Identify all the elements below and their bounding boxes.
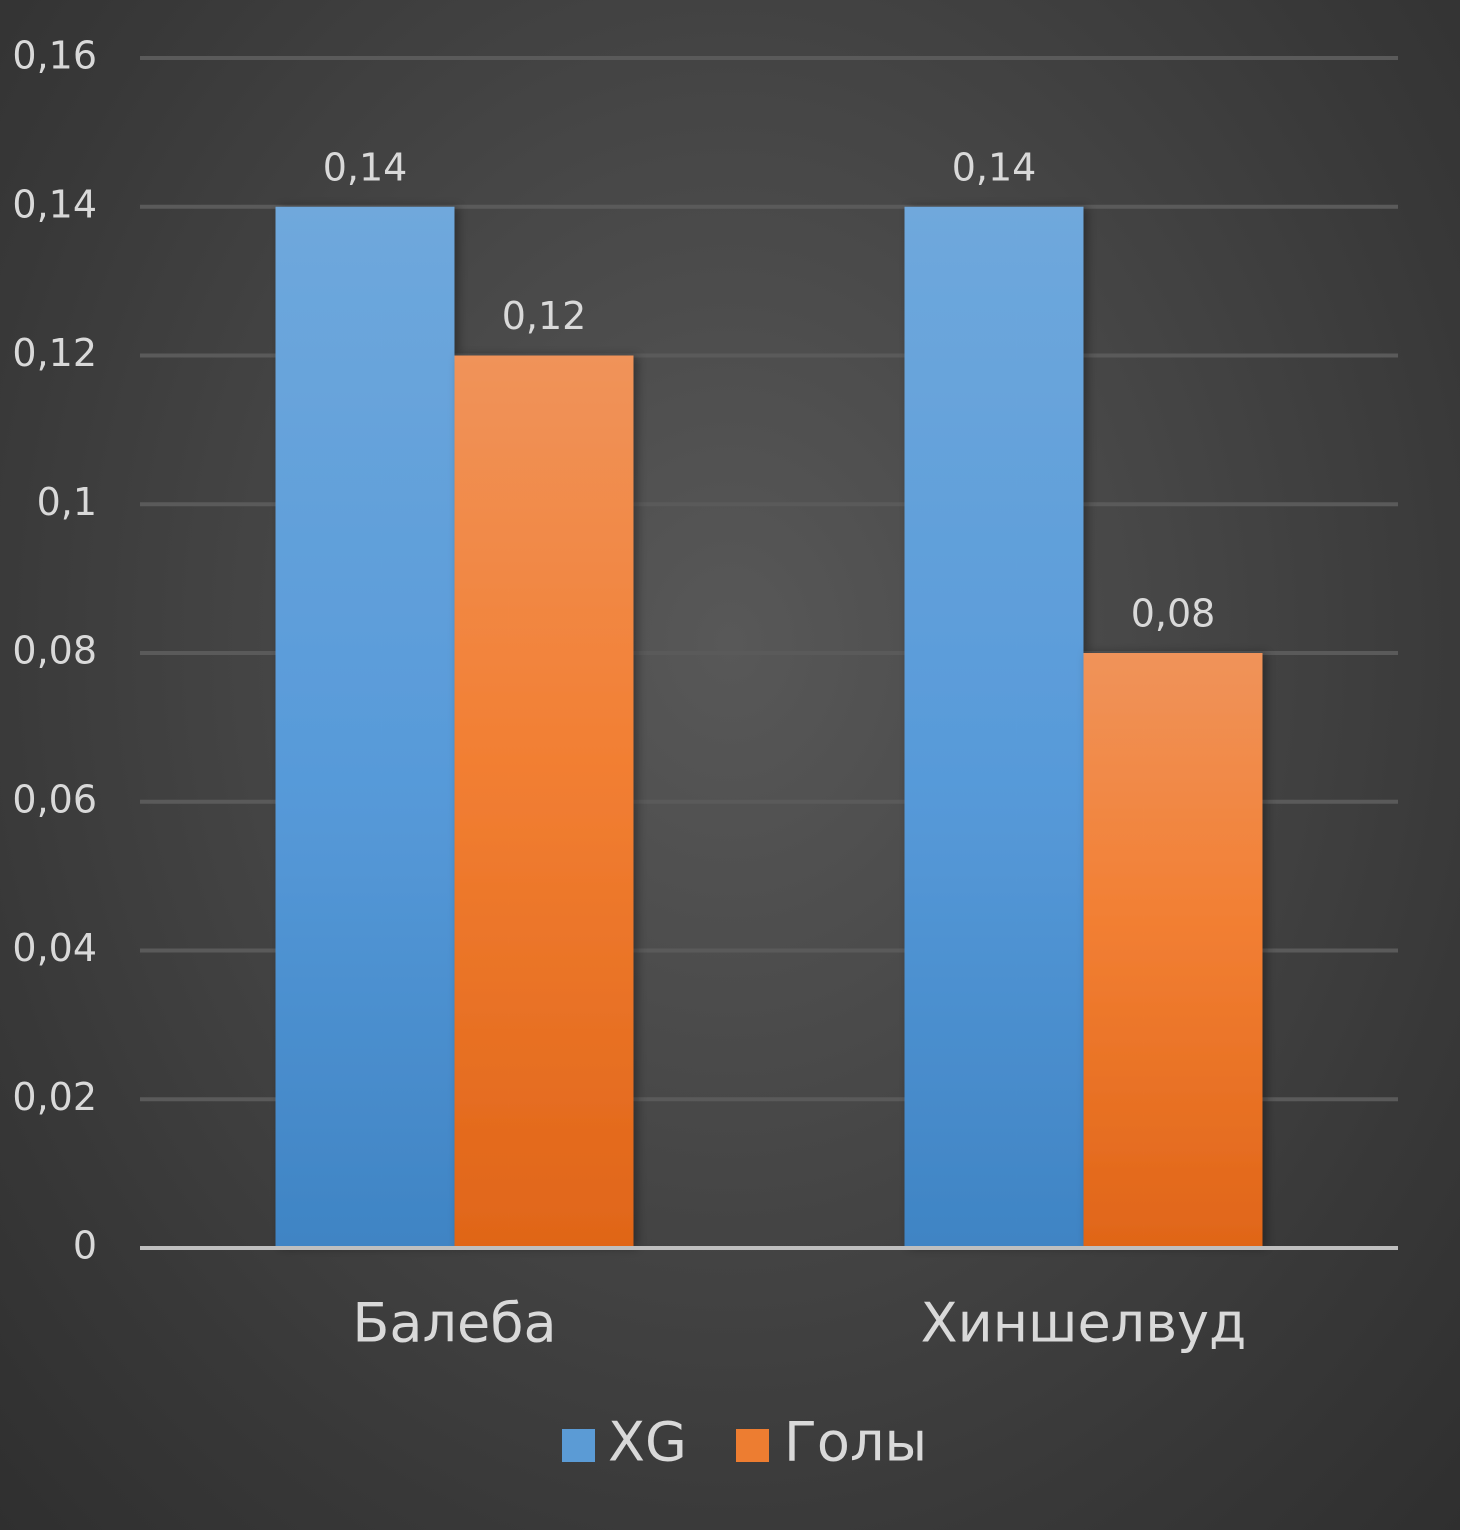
legend-swatch-xg [562,1429,595,1462]
y-tick-label: 0,04 [12,926,97,970]
y-tick-label: 0,14 [12,182,97,226]
y-tick-label: 0,08 [12,629,97,673]
y-tick-label: 0 [73,1224,97,1268]
legend-label-goals: Голы [784,1411,927,1474]
x-category-label: Балеба [352,1292,556,1355]
y-tick-label: 0,16 [12,34,97,78]
bars [275,206,1263,1248]
legend-label-xg: XG [608,1411,687,1474]
bar-xg-1 [275,206,455,1248]
y-tick-label: 0,06 [12,777,97,821]
x-axis-category-labels: Балеба Хиншелвуд [352,1292,1246,1355]
y-tick-label: 0,1 [37,480,97,524]
y-tick-label: 0,02 [12,1075,97,1119]
bar-goals-1 [454,355,634,1248]
y-axis-tick-labels: 0 0,02 0,04 0,06 0,08 0,1 0,12 0,14 0,16 [12,34,97,1268]
data-labels: 0,14 0,12 0,14 0,08 [323,145,1216,635]
data-label: 0,08 [1131,592,1216,636]
bar-goals-2 [1083,653,1263,1248]
data-label: 0,14 [952,145,1037,189]
x-category-label: Хиншелвуд [921,1292,1247,1355]
y-tick-label: 0,12 [12,331,97,375]
bar-xg-2 [904,206,1084,1248]
data-label: 0,12 [502,294,587,338]
legend: XG Голы [562,1411,927,1474]
data-label: 0,14 [323,145,408,189]
legend-swatch-goals [736,1429,769,1462]
